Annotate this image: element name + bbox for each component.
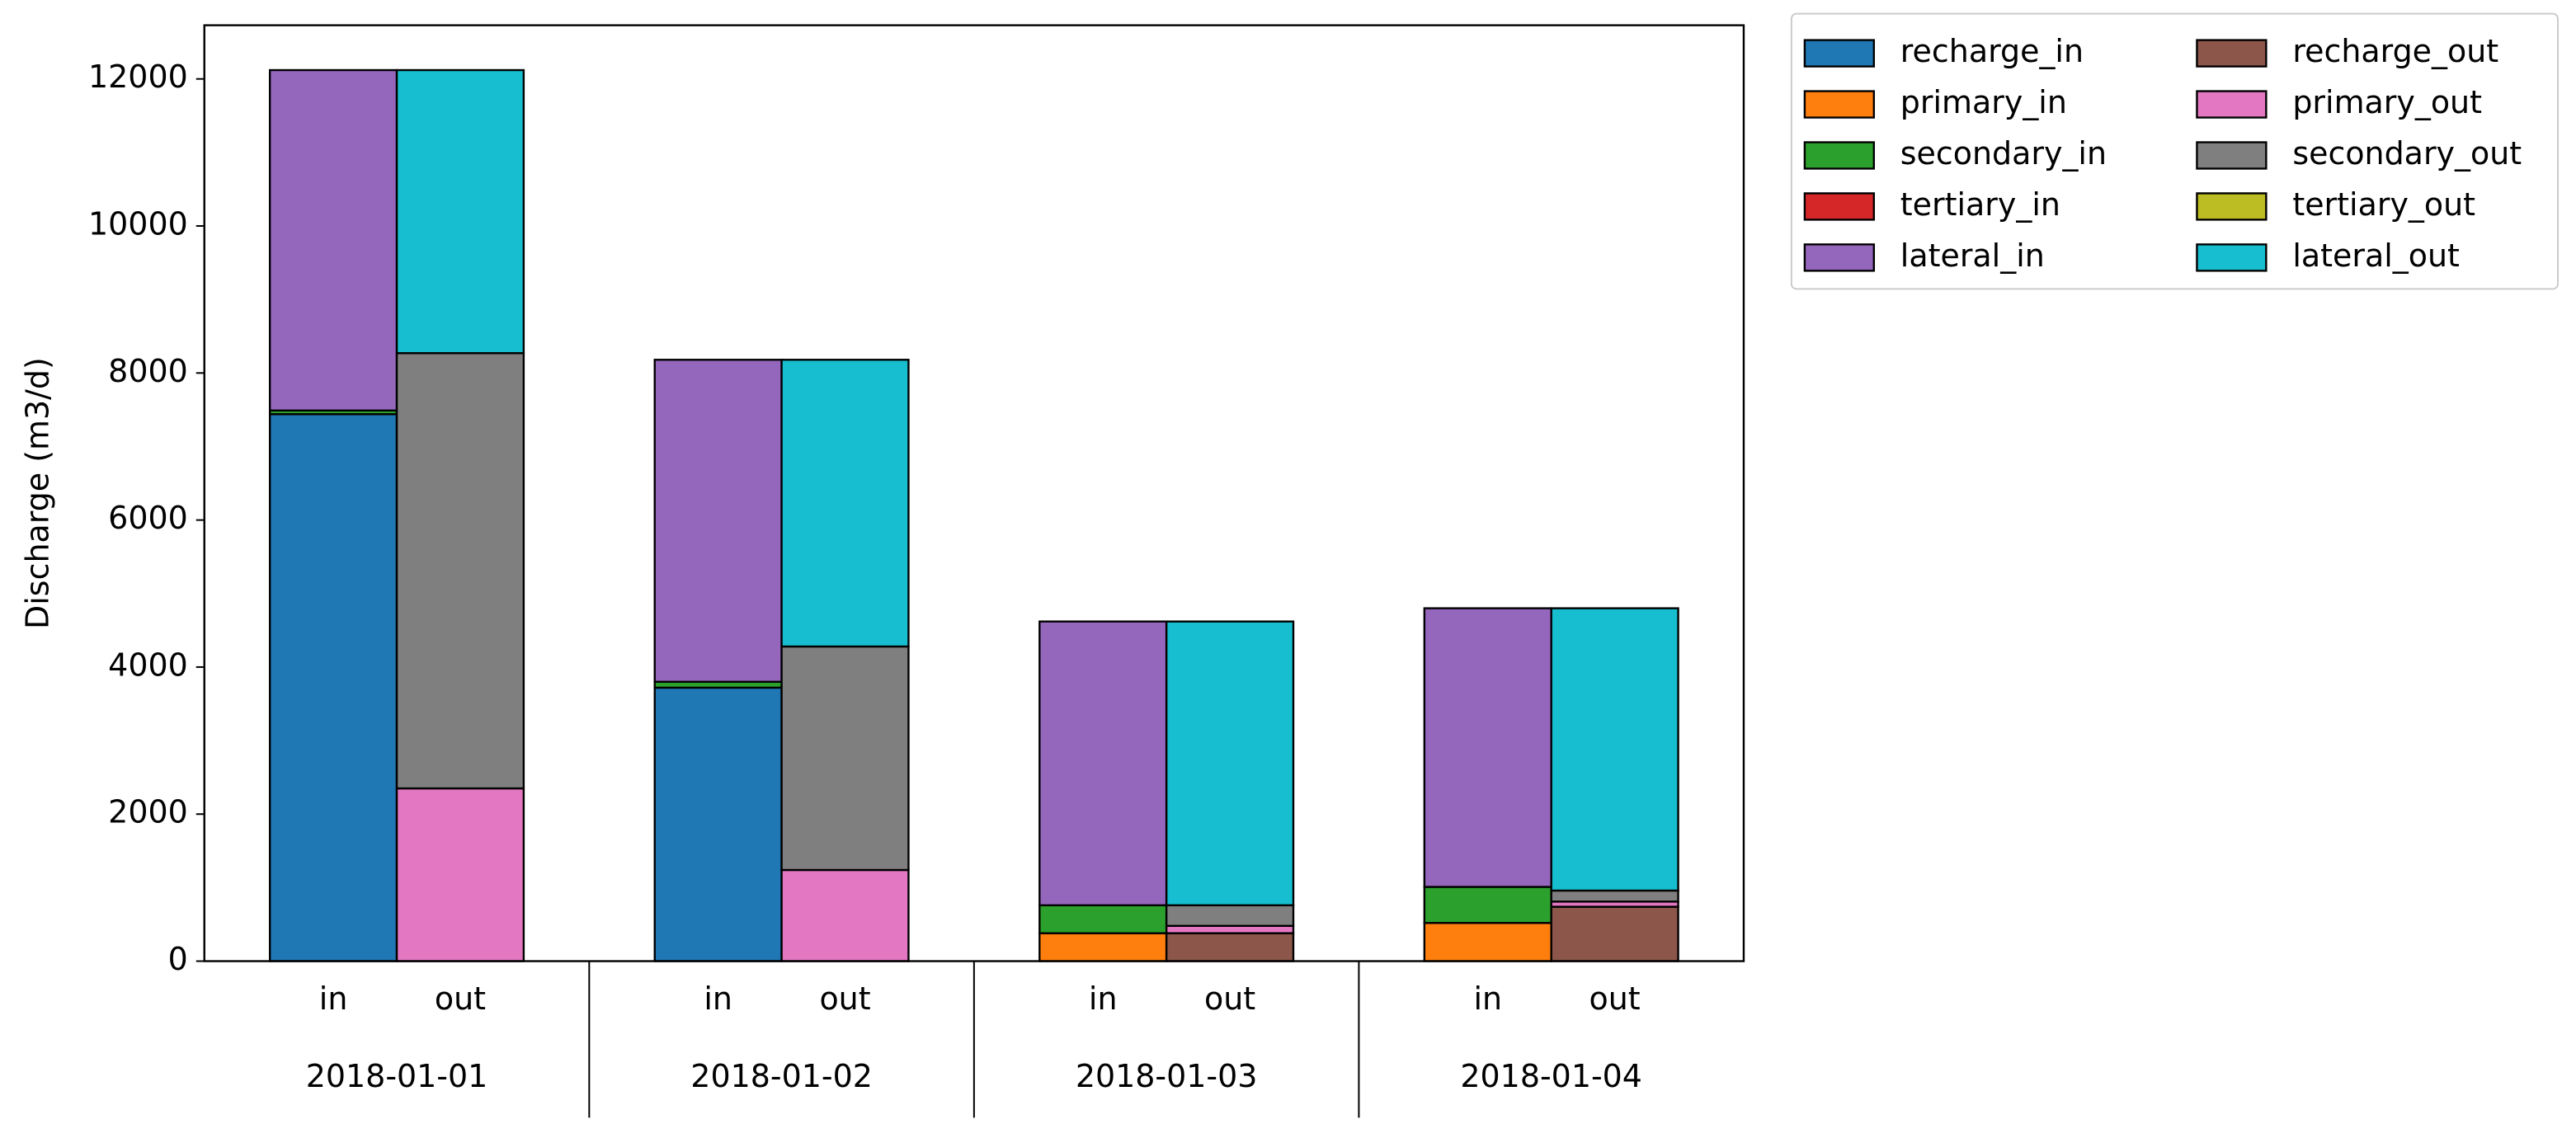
- y-tick-label: 0: [168, 941, 188, 977]
- group-label: 2018-01-01: [306, 1058, 488, 1094]
- stack-label: out: [819, 980, 870, 1017]
- group-label: 2018-01-02: [690, 1058, 873, 1094]
- bar-segment: [1423, 607, 1552, 888]
- legend-label: primary_in: [1900, 84, 2067, 120]
- bar-segment: [1165, 620, 1295, 906]
- legend-swatch: [2196, 90, 2268, 119]
- legend-label: recharge_out: [2292, 33, 2498, 69]
- bar-segment: [1038, 620, 1168, 906]
- bar-segment: [1165, 924, 1295, 934]
- bar-segment: [395, 68, 525, 355]
- group-label: 2018-01-03: [1076, 1058, 1258, 1094]
- bar-segment: [1550, 905, 1679, 962]
- legend-box: [1790, 12, 2560, 290]
- bar-segment: [1423, 921, 1552, 962]
- legend-swatch: [1803, 141, 1876, 170]
- legend-swatch: [1803, 192, 1876, 221]
- bar-segment: [1038, 904, 1168, 934]
- y-tick-label: 4000: [108, 647, 188, 683]
- bar-segment: [653, 686, 783, 962]
- stack-label: out: [1204, 980, 1255, 1017]
- legend-label: secondary_in: [1900, 135, 2107, 172]
- bar-segment: [653, 359, 783, 683]
- bar-segment: [780, 645, 910, 872]
- legend-swatch: [2196, 243, 2268, 272]
- legend-swatch: [2196, 192, 2268, 221]
- bar-segment: [1550, 889, 1679, 903]
- bar-segment: [395, 787, 525, 962]
- bar-segment: [1550, 607, 1679, 892]
- legend-label: primary_out: [2292, 84, 2482, 120]
- stack-label: in: [704, 980, 732, 1017]
- legend-label: lateral_out: [2292, 237, 2460, 274]
- y-axis-label: Discharge (m3/d): [19, 357, 55, 629]
- bar-segment: [268, 68, 398, 411]
- y-tick-label: 8000: [108, 353, 188, 389]
- stack-label: out: [435, 980, 486, 1017]
- bar-segment: [780, 359, 910, 648]
- legend-swatch: [1803, 39, 1876, 68]
- stack-label: in: [1089, 980, 1118, 1017]
- bar-segment: [1165, 904, 1295, 927]
- bar-segment: [1423, 886, 1552, 924]
- bar-segment: [268, 413, 398, 962]
- bar-segment: [1038, 932, 1168, 962]
- legend-label: tertiary_in: [1900, 186, 2060, 223]
- legend-label: secondary_out: [2292, 135, 2522, 172]
- stack-label: out: [1589, 980, 1641, 1017]
- legend-swatch: [2196, 141, 2268, 170]
- y-tick-label: 6000: [108, 500, 188, 536]
- legend-label: tertiary_out: [2292, 186, 2475, 223]
- legend-swatch: [2196, 39, 2268, 68]
- legend-label: lateral_in: [1900, 237, 2045, 274]
- y-tick-label: 10000: [88, 206, 188, 242]
- bar-segment: [1165, 932, 1295, 962]
- plot-frame: [203, 24, 1745, 962]
- group-label: 2018-01-04: [1460, 1058, 1642, 1094]
- y-tick-label: 12000: [88, 59, 188, 95]
- legend-swatch: [1803, 243, 1876, 272]
- bar-segment: [780, 868, 910, 962]
- bar-segment: [395, 352, 525, 790]
- y-tick-label: 2000: [108, 794, 188, 830]
- legend-label: recharge_in: [1900, 33, 2084, 69]
- stack-label: in: [319, 980, 348, 1017]
- stack-label: in: [1473, 980, 1502, 1017]
- legend-swatch: [1803, 90, 1876, 119]
